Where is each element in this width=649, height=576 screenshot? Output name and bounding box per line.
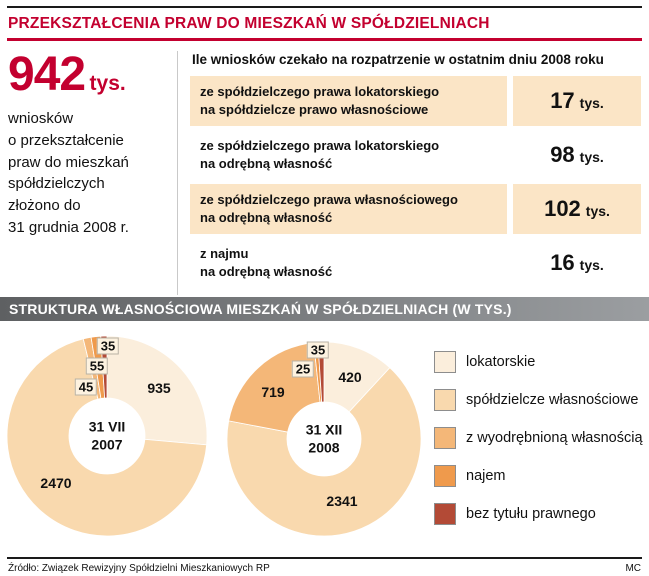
slice-value-label: 25: [291, 360, 315, 378]
center-date-line: 31 VII: [88, 418, 126, 435]
legend-item: bez tytułu prawnego: [434, 503, 643, 525]
row-label: ze spółdzielczego prawa lokatorskiego na…: [190, 130, 507, 180]
slice-value-label: 55: [85, 357, 109, 375]
legend-item: spółdzielcze własnościowe: [434, 389, 643, 411]
legend-swatch-bez-tytulu-prawnego: [434, 503, 456, 525]
summary-line: praw do mieszkań: [8, 153, 129, 171]
big-number-line: 942 tys.: [8, 51, 169, 99]
row-label-line: ze spółdzielczego prawa lokatorskiego: [200, 138, 440, 154]
summary-line: wniosków: [8, 110, 74, 127]
summary-line: 31 grudnia 2008 r.: [8, 218, 129, 236]
row-value-number: 98: [550, 142, 575, 167]
legend-item: najem: [434, 465, 643, 487]
slice-value-label: 420: [338, 369, 362, 385]
legend-item-label: lokatorskie: [466, 354, 536, 370]
chart-center-label: 31 VII 2007: [89, 419, 126, 454]
slice-value-label: 35: [96, 337, 120, 355]
summary-text: wniosków o przekształcenie praw do miesz…: [8, 108, 169, 239]
row-value-unit: tys.: [579, 149, 604, 165]
row-label-line: na odrębną własność: [200, 210, 333, 225]
table-row: ze spółdzielczego prawa lokatorskiego na…: [190, 130, 641, 180]
slice-value-label: 719: [261, 384, 285, 400]
row-label-line: ze spółdzielczego prawa własnościowego: [200, 192, 458, 208]
big-number-unit: tys.: [89, 72, 126, 95]
center-date-line: 2007: [91, 436, 123, 452]
row-label-line: ze spółdzielczego prawa lokatorskiego: [200, 84, 440, 100]
legend-item-label: z wyodrębnioną własnością: [466, 430, 643, 446]
slice-value-label: 35: [306, 341, 330, 359]
row-value: 16 tys.: [513, 238, 641, 288]
legend-swatch-lokatorskie: [434, 351, 456, 373]
legend-swatch-najem: [434, 465, 456, 487]
row-value: 17 tys.: [513, 76, 641, 126]
row-label-line: z najmu: [200, 246, 249, 262]
summary-line: spółdzielczych: [8, 175, 105, 193]
top-section: 942 tys. wniosków o przekształcenie praw…: [0, 41, 649, 295]
credit: MC: [625, 563, 641, 574]
row-label-line: na odrębną własność: [200, 264, 333, 279]
legend: lokatorskie spółdzielcze własnościowe z …: [434, 351, 643, 525]
slice-value-label: 2470: [40, 475, 72, 491]
row-value-number: 17: [550, 88, 575, 113]
row-label: z najmu na odrębną własność: [190, 238, 507, 288]
legend-swatch-z-wyodrebniona-wlasnoscia: [434, 427, 456, 449]
row-label-line: na spółdzielcze prawo własnościowe: [200, 102, 429, 117]
section-title-bar: STRUKTURA WŁASNOŚCIOWA MIESZKAŃ W SPÓŁDZ…: [0, 297, 649, 321]
donut-chart-2007: 31 VII 2007 935 2470 45 55 35: [6, 335, 208, 537]
slice-value-label: 2341: [326, 493, 358, 509]
legend-item: z wyodrębnioną własnością: [434, 427, 643, 449]
legend-item-label: najem: [466, 468, 506, 484]
legend-item-label: bez tytułu prawnego: [466, 506, 596, 522]
row-value: 102 tys.: [513, 184, 641, 234]
table-row: z najmu na odrębną własność 16 tys.: [190, 238, 641, 288]
slice-value-label: 935: [147, 380, 171, 396]
table-header: Ile wniosków czekało na rozpatrzenie w o…: [192, 52, 604, 67]
top-divider: [7, 6, 642, 8]
donut-chart-2008: 31 XII 2008 420 2341 719 25 35: [226, 341, 422, 537]
summary-line: złożono do: [8, 197, 81, 214]
row-label: ze spółdzielczego prawa własnościowego n…: [190, 184, 507, 234]
row-value-unit: tys.: [579, 95, 604, 111]
summary-line: o przekształcenie: [8, 131, 124, 149]
center-date-line: 2008: [308, 439, 340, 455]
bottom-divider: [7, 557, 642, 559]
row-value-unit: tys.: [585, 203, 610, 219]
source-note: Źródło: Związek Rewizyjny Spółdzielni Mi…: [8, 563, 270, 574]
row-label-line: na odrębną własność: [200, 156, 333, 171]
page-title: PRZEKSZTAŁCENIA PRAW DO MIESZKAŃ W SPÓŁD…: [8, 15, 490, 32]
donut-svg: [226, 341, 422, 537]
center-date-line: 31 XII: [305, 421, 343, 438]
row-value-number: 16: [550, 250, 575, 275]
big-number: 942: [8, 48, 86, 101]
summary-panel: 942 tys. wniosków o przekształcenie praw…: [8, 51, 178, 295]
footer: Źródło: Związek Rewizyjny Spółdzielni Mi…: [0, 557, 649, 574]
row-value-number: 102: [544, 196, 581, 221]
slice-value-label: 45: [74, 378, 98, 396]
charts-section: 31 VII 2007 935 2470 45 55 35 31 XII 200…: [0, 321, 649, 545]
chart-center-label: 31 XII 2008: [306, 422, 343, 457]
pending-table: Ile wniosków czekało na rozpatrzenie w o…: [178, 51, 641, 295]
row-value: 98 tys.: [513, 130, 641, 180]
table-row: ze spółdzielczego prawa własnościowego n…: [190, 184, 641, 234]
legend-item: lokatorskie: [434, 351, 643, 373]
donut-segments: [226, 341, 422, 537]
title-underline: [7, 38, 642, 41]
row-value-unit: tys.: [579, 257, 604, 273]
legend-swatch-spoldzielcze-wlasnosciowe: [434, 389, 456, 411]
row-label: ze spółdzielczego prawa lokatorskiego na…: [190, 76, 507, 126]
legend-item-label: spółdzielcze własnościowe: [466, 392, 639, 408]
table-row: ze spółdzielczego prawa lokatorskiego na…: [190, 76, 641, 126]
